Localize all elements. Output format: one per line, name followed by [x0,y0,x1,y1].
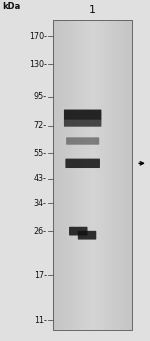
Bar [76,19,78,330]
Bar [64,19,66,330]
Bar [99,19,100,330]
Bar [101,19,103,330]
Bar [111,19,112,330]
Bar [54,19,55,330]
Bar [70,19,71,330]
Bar [84,19,86,330]
Bar [53,19,54,330]
Text: 11-: 11- [34,316,47,325]
Text: 17-: 17- [34,271,47,280]
Bar [107,19,108,330]
Bar [75,19,76,330]
Bar [112,19,113,330]
FancyBboxPatch shape [69,227,87,236]
FancyBboxPatch shape [66,137,99,145]
Bar [66,19,67,330]
Bar [123,19,124,330]
Bar [116,19,117,330]
Bar [90,19,91,330]
Text: 170-: 170- [29,32,47,41]
Bar [80,19,82,330]
Text: 130-: 130- [29,60,47,69]
Text: 1: 1 [89,4,96,15]
Bar [55,19,57,330]
Bar [128,19,129,330]
Bar [79,19,80,330]
Bar [115,19,116,330]
Bar [98,19,99,330]
Text: 55-: 55- [34,149,47,158]
Bar [72,19,74,330]
Bar [68,19,70,330]
Bar [126,19,128,330]
FancyBboxPatch shape [64,119,101,127]
Bar [100,19,101,330]
Text: 95-: 95- [34,92,47,101]
Bar [108,19,109,330]
Bar [53,19,132,330]
Bar [82,19,83,330]
Bar [88,19,90,330]
FancyBboxPatch shape [78,231,96,240]
Text: kDa: kDa [3,2,21,11]
Bar [118,19,120,330]
Text: 26-: 26- [34,227,47,236]
Bar [78,19,79,330]
Bar [58,19,59,330]
Bar [91,19,92,330]
Bar [86,19,87,330]
Bar [103,19,104,330]
Bar [105,19,107,330]
Text: 34-: 34- [34,199,47,208]
Bar [117,19,119,330]
Bar [71,19,72,330]
FancyBboxPatch shape [65,159,100,168]
Bar [83,19,84,330]
Text: 72-: 72- [34,121,47,130]
Bar [130,19,132,330]
Bar [124,19,125,330]
Bar [57,19,58,330]
Bar [59,19,61,330]
Bar [67,19,68,330]
Bar [92,19,93,330]
Bar [61,19,62,330]
Bar [113,19,115,330]
Bar [87,19,88,330]
Bar [62,19,63,330]
Text: 43-: 43- [34,175,47,183]
Bar [96,19,98,330]
Bar [63,19,64,330]
Bar [74,19,75,330]
Bar [109,19,111,330]
Bar [120,19,121,330]
FancyBboxPatch shape [64,109,101,120]
Bar [93,19,95,330]
Bar [129,19,130,330]
Bar [121,19,123,330]
Bar [104,19,105,330]
Bar [125,19,126,330]
Bar [95,19,96,330]
